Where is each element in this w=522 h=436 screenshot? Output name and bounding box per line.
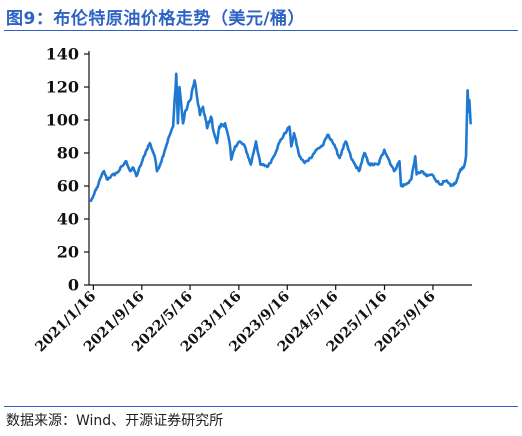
y-tick-label: 140 bbox=[46, 45, 79, 64]
y-tick-label: 80 bbox=[57, 144, 79, 163]
series-line-0 bbox=[89, 72, 472, 203]
chart-title: 图9：布伦特原油价格走势（美元/桶） bbox=[6, 9, 306, 29]
chart-series bbox=[89, 72, 472, 203]
y-tick-label: 40 bbox=[57, 210, 79, 229]
title-rule bbox=[4, 30, 518, 31]
chart-axes bbox=[88, 51, 472, 286]
source-note: 数据来源：Wind、开源证券研究所 bbox=[6, 413, 224, 429]
y-tick-label: 100 bbox=[46, 111, 79, 130]
x-axis-ticks: 2021/1/162021/9/162022/5/162023/1/162023… bbox=[32, 285, 439, 355]
y-tick-label: 120 bbox=[46, 78, 79, 97]
y-tick-label: 60 bbox=[57, 177, 79, 196]
y-axis-ticks: 0 20 40 60 80 100 120 140 bbox=[46, 45, 89, 295]
y-tick-label: 0 bbox=[68, 276, 79, 295]
source-rule bbox=[4, 406, 518, 407]
y-tick-label: 20 bbox=[57, 243, 79, 262]
